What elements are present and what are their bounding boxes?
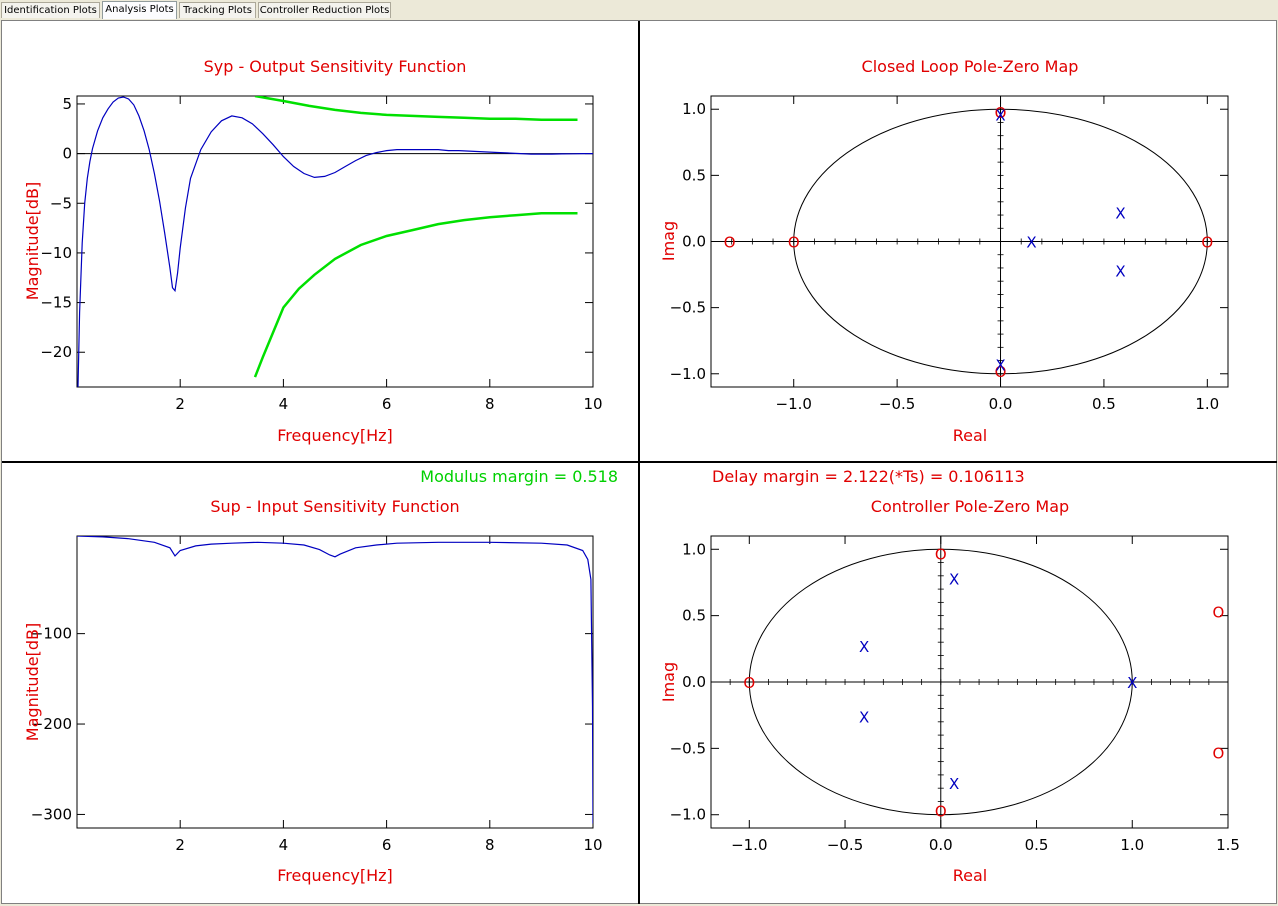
syp-panel: Syp - Output Sensitivity Function 2 4 6 8 10… <box>23 57 603 445</box>
ctrlpz-pole-marker: X <box>949 775 959 793</box>
ctrlpz-pole-marker: X <box>859 709 869 727</box>
clpz-zero-marker: O <box>724 234 736 252</box>
sup-xtick-label: 8 <box>485 836 495 854</box>
ctrlpz-panel: Delay margin = 2.122(*Ts) = 0.106113 Con… <box>659 467 1240 885</box>
ctrlpz-xtick-label: −0.5 <box>827 836 863 854</box>
tab-identification-plots[interactable]: Identification Plots <box>1 2 100 18</box>
ctrlpz-xtick-label: 1.0 <box>1120 836 1144 854</box>
syp-xlabel: Frequency[Hz] <box>277 426 393 445</box>
ctrlpz-ytick-label: 0.0 <box>682 673 706 691</box>
syp-ylabel: Magnitude[dB] <box>23 182 42 300</box>
ctrlpz-axes: −1.0 −0.5 0.0 0.5 1.0 1.5 1.0 0.5 0.0 −0.5 −1.0 O O O… <box>670 535 1240 854</box>
syp-plot-frame <box>76 95 594 388</box>
syp-ytick-label: 0 <box>62 145 72 163</box>
syp-template-lower-line <box>253 211 578 378</box>
ctrlpz-ytick-label: −1.0 <box>670 806 706 824</box>
syp-xtick-label: 6 <box>382 395 392 413</box>
syp-axes: 2 4 6 8 10 5 0 −5 −10 −15 −20 <box>40 95 602 413</box>
clpz-xtick-label: −1.0 <box>776 395 812 413</box>
syp-template-upper-line <box>254 96 578 122</box>
sup-xtick-label: 2 <box>175 836 185 854</box>
syp-xtick-label: 2 <box>175 395 185 413</box>
sup-xtick-label: 10 <box>583 836 602 854</box>
clpz-zero-marker: O <box>788 234 800 252</box>
syp-ytick-label: −15 <box>40 294 72 312</box>
syp-xtick-label: 8 <box>485 395 495 413</box>
ctrlpz-pole-marker: X <box>1127 674 1137 692</box>
ctrlpz-xlabel: Real <box>953 866 988 885</box>
ctrlpz-zero-marker: O <box>1213 744 1225 762</box>
clpz-pole-marker: X <box>995 107 1005 125</box>
delay-margin-label: Delay margin = 2.122(*Ts) = 0.106113 <box>712 467 1025 486</box>
ctrlpz-ytick-label: 0.5 <box>682 607 706 625</box>
sup-xtick-label: 4 <box>279 836 289 854</box>
clpz-unit-circle <box>793 108 1208 375</box>
clpz-xlabel: Real <box>953 426 988 445</box>
ctrlpz-zero-marker: O <box>935 803 947 821</box>
clpz-panel: Closed Loop Pole-Zero Map −1.0 −0.5 0.0 0.5… <box>659 57 1229 445</box>
sup-xlabel: Frequency[Hz] <box>277 866 393 885</box>
ctrlpz-zero-marker: O <box>935 545 947 563</box>
syp-ytick-label: −20 <box>40 343 72 361</box>
sup-curve-line <box>77 536 593 824</box>
ctrlpz-xtick-label: 0.5 <box>1025 836 1049 854</box>
tab-controller-reduction-plots[interactable]: Controller Reduction Plots <box>258 2 391 18</box>
clpz-xtick-label: 1.0 <box>1195 395 1219 413</box>
ctrlpz-title: Controller Pole-Zero Map <box>871 497 1069 516</box>
ctrlpz-ytick-label: −0.5 <box>670 739 706 757</box>
ctrlpz-xtick-label: −1.0 <box>731 836 767 854</box>
clpz-pole-marker: X <box>1026 234 1036 252</box>
clpz-xtick-label: 0.0 <box>989 395 1013 413</box>
ctrlpz-zero-marker: O <box>1213 604 1225 622</box>
clpz-zero-marker: O <box>995 363 1007 381</box>
clpz-title: Closed Loop Pole-Zero Map <box>862 57 1079 76</box>
syp-ytick-label: −10 <box>40 244 72 262</box>
clpz-ytick-label: −1.0 <box>670 365 706 383</box>
syp-curve-line <box>77 96 593 387</box>
sup-plot-frame <box>76 535 594 829</box>
ctrlpz-zero-marker: O <box>743 674 755 692</box>
clpz-zero-marker: O <box>995 104 1007 122</box>
sup-ytick-label: −100 <box>31 625 72 643</box>
ctrlpz-xtick-label: 1.5 <box>1216 836 1240 854</box>
clpz-ytick-label: −0.5 <box>670 299 706 317</box>
tab-tracking-plots[interactable]: Tracking Plots <box>179 2 256 18</box>
syp-ytick-label: −5 <box>50 194 72 212</box>
syp-xtick-label: 10 <box>583 395 602 413</box>
sup-axes: 2 4 6 8 10 −100 −200 −300 <box>31 536 603 854</box>
ctrlpz-xtick-label: 0.0 <box>929 836 953 854</box>
clpz-axes: −1.0 −0.5 0.0 0.5 1.01.00.50.0−0.5−1.0O O OOOX… <box>670 95 1229 413</box>
clpz-zero-marker: O <box>1201 234 1213 252</box>
clpz-pole-marker: X <box>995 357 1005 375</box>
clpz-ytick-label: 0.5 <box>682 166 706 184</box>
modulus-margin-label: Modulus margin = 0.518 <box>420 467 618 486</box>
sup-ylabel: Magnitude[dB] <box>23 623 42 741</box>
tab-analysis-plots[interactable]: Analysis Plots <box>102 1 177 19</box>
sup-xtick-label: 6 <box>382 836 392 854</box>
clpz-ytick-label: 1.0 <box>682 100 706 118</box>
clpz-xtick-label: 0.5 <box>1092 395 1116 413</box>
ctrlpz-pole-marker: X <box>859 638 869 656</box>
clpz-ytick-label: 0.0 <box>682 233 706 251</box>
sup-title: Sup - Input Sensitivity Function <box>210 497 459 516</box>
sup-ytick-label: −300 <box>31 805 72 823</box>
ctrlpz-pole-marker: X <box>949 570 959 588</box>
ctrlpz-ylabel: Imag <box>659 662 678 702</box>
clpz-ylabel: Imag <box>659 221 678 261</box>
sup-ytick-label: −200 <box>31 715 72 733</box>
syp-title: Syp - Output Sensitivity Function <box>204 57 467 76</box>
syp-xtick-label: 4 <box>279 395 289 413</box>
clpz-xtick-label: −0.5 <box>879 395 915 413</box>
ctrlpz-ytick-label: 1.0 <box>682 540 706 558</box>
syp-ytick-label: 5 <box>62 95 72 113</box>
ctrlpz-unit-circle <box>748 548 1133 816</box>
clpz-pole-marker: X <box>1115 204 1125 222</box>
sup-panel: Modulus margin = 0.518 Sup - Input Sensi… <box>23 467 618 885</box>
tab-bar: Identification Plots Analysis Plots Trac… <box>0 0 1278 20</box>
clpz-pole-marker: X <box>1115 263 1125 281</box>
